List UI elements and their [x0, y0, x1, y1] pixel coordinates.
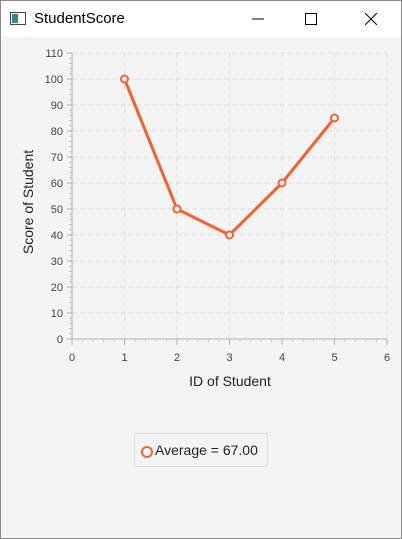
y-tick-label: 90: [51, 100, 63, 112]
title-bar[interactable]: StudentScore: [1, 1, 401, 37]
data-point: [277, 178, 287, 188]
data-point: [172, 204, 182, 214]
close-button[interactable]: [345, 1, 397, 37]
y-tick-label: 110: [45, 48, 63, 60]
minimize-icon: [252, 18, 264, 20]
y-tick-label: 20: [51, 282, 63, 294]
maximize-button[interactable]: [285, 1, 337, 37]
x-tick-label: 5: [331, 352, 337, 364]
x-tick-label: 1: [121, 352, 127, 364]
legend-series-label: Average = 67.00: [155, 442, 258, 458]
grid: [72, 52, 388, 339]
x-tick-label: 2: [174, 352, 180, 364]
x-axis-label: ID of Student: [189, 373, 271, 389]
plot-background: [72, 53, 387, 339]
y-tick-label: 80: [51, 126, 63, 138]
x-tick-label: 0: [69, 352, 75, 364]
x-tick-label: 4: [279, 352, 285, 364]
y-tick-label: 50: [51, 204, 63, 216]
legend-series-symbol: [141, 446, 153, 458]
line-chart: 0 10 20 30 40 50 60 70 80 90 100 110 0 1 2 3 4 5 6 ID of S…: [20, 48, 390, 389]
y-tick-label: 10: [51, 308, 63, 320]
axes: 0 10 20 30 40 50 60 70 80 90 100 110 0 1 2 3 4 5 6: [45, 48, 390, 364]
minimize-button[interactable]: [232, 1, 284, 37]
window-title: StudentScore: [34, 10, 125, 27]
series-layer: [120, 74, 339, 240]
x-tick-label: 6: [384, 352, 390, 364]
close-icon: [365, 13, 377, 25]
y-tick-label: 100: [45, 74, 63, 86]
y-axis-label: Score of Student: [20, 150, 36, 254]
y-tick-label: 30: [51, 256, 63, 268]
y-tick-label: 70: [51, 152, 63, 164]
app-icon: [10, 12, 26, 25]
data-point: [120, 74, 129, 84]
y-tick-label: 40: [51, 230, 63, 242]
data-point: [225, 230, 234, 240]
y-tick-label: 60: [51, 178, 63, 190]
chart-area: 0 10 20 30 40 50 60 70 80 90 100 110 0 1 2 3 4 5 6 ID of S…: [1, 37, 401, 538]
x-tick-label: 3: [226, 352, 232, 364]
chart-legend: Average = 67.00: [134, 433, 268, 467]
maximize-icon: [305, 13, 317, 25]
data-point: [330, 113, 339, 123]
y-tick-label: 0: [57, 334, 63, 346]
